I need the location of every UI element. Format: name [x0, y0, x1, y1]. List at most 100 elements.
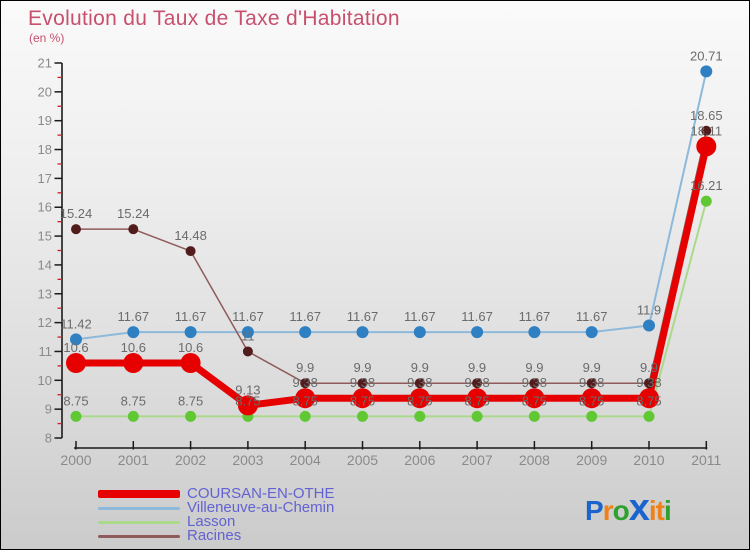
data-point-label: 11.67 — [175, 309, 207, 324]
series-line — [75, 130, 708, 384]
data-point-label: 9.9 — [411, 360, 429, 375]
data-point — [700, 65, 713, 78]
y-axis-tick-label: 20 — [38, 84, 52, 99]
data-point — [643, 319, 655, 332]
data-point-label: 11.67 — [519, 309, 551, 324]
data-point — [127, 326, 140, 339]
data-point-label: 10.6 — [121, 340, 146, 355]
data-point — [70, 333, 82, 346]
data-point-label: 11.67 — [118, 309, 150, 324]
y-axis-tick-label: 9 — [45, 402, 52, 417]
logo-letter: i — [663, 495, 672, 526]
data-point-label: 9.38 — [636, 375, 661, 390]
y-axis-tick-label: 19 — [38, 113, 52, 128]
data-point-label: 11.67 — [347, 309, 379, 324]
data-point — [237, 395, 258, 416]
data-point — [70, 410, 82, 422]
data-point-label: 11.67 — [404, 309, 436, 324]
data-point — [586, 378, 597, 389]
logo-letter: i — [648, 495, 657, 526]
y-axis-tick-label: 15 — [38, 229, 52, 244]
logo-letter: t — [655, 495, 665, 526]
data-point — [528, 410, 540, 422]
data-point-label: 11 — [241, 328, 255, 343]
series-line — [75, 70, 708, 341]
data-point — [528, 326, 541, 339]
data-point-label: 9.9 — [296, 360, 314, 375]
y-axis-tick-label: 8 — [45, 431, 52, 446]
data-point — [643, 410, 655, 422]
data-point-label: 9.9 — [640, 360, 658, 375]
data-point-label: 10.6 — [63, 340, 88, 355]
y-axis-tick-label: 10 — [38, 373, 52, 388]
chart-plot-area: 8 9 10 11 12 13 14 15 16 17 18 19 20 21 2000 2001 2002 20… — [38, 48, 723, 468]
x-axis-tick-label: 2000 — [60, 452, 91, 468]
data-point-label: 14.48 — [174, 228, 207, 243]
data-point-label: 11.67 — [576, 309, 608, 324]
data-point-label: 9.13 — [235, 382, 260, 397]
data-point — [357, 378, 368, 389]
x-axis-tick-label: 2002 — [175, 452, 206, 468]
x-axis-tick-label: 2007 — [462, 452, 493, 468]
x-axis-tick-label: 2008 — [519, 452, 550, 468]
data-point — [696, 136, 717, 157]
y-axis-tick-label: 18 — [38, 142, 52, 157]
data-point-label: 9.9 — [525, 360, 543, 375]
y-axis-tick-label: 12 — [38, 315, 52, 330]
data-point — [467, 388, 488, 409]
legend-label: COURSAN-EN-OTHE — [187, 485, 335, 502]
legend-swatch — [98, 534, 180, 538]
data-point — [524, 388, 545, 409]
data-point-label: 18.11 — [691, 123, 723, 138]
data-point-label: 11.42 — [60, 316, 92, 331]
data-point-label: 9.38 — [407, 375, 432, 390]
data-point — [241, 326, 254, 339]
x-axis-tick-label: 2003 — [232, 452, 263, 468]
series-line — [75, 200, 708, 418]
y-axis-tick-label: 14 — [38, 257, 52, 272]
data-point — [184, 326, 197, 339]
x-axis-tick-label: 2004 — [290, 452, 321, 468]
page-subtitle: (en %) — [29, 31, 65, 45]
legend-swatch — [98, 506, 180, 510]
data-point — [644, 378, 654, 389]
data-point-label: 18.65 — [690, 108, 723, 123]
data-point — [529, 378, 540, 389]
data-point — [300, 378, 311, 389]
page-title: Evolution du Taux de Taxe d'Habitation — [28, 7, 400, 30]
data-point — [180, 353, 201, 373]
y-axis-tick-label: 17 — [38, 171, 52, 186]
legend-item: Villeneuve-au-Chemin — [98, 500, 335, 515]
data-point — [352, 388, 373, 409]
legend-swatch — [98, 520, 180, 524]
data-point — [472, 378, 483, 389]
series-line — [72, 142, 710, 409]
data-point — [414, 378, 425, 389]
data-point-label: 11.9 — [637, 303, 661, 318]
data-point — [701, 125, 712, 136]
data-point — [471, 326, 484, 339]
data-point — [123, 353, 144, 373]
data-point-label: 9.38 — [350, 375, 375, 390]
data-point-label: 9.38 — [579, 375, 604, 390]
data-point-label: 8.75 — [636, 393, 661, 408]
data-point-label: 9.38 — [293, 375, 318, 390]
data-point-label: 8.75 — [63, 393, 88, 408]
data-point — [242, 346, 253, 357]
data-point — [185, 410, 197, 422]
x-axis-tick-label: 2009 — [576, 452, 607, 468]
data-point-label: 9.9 — [353, 360, 371, 375]
data-point-label: 20.71 — [690, 48, 723, 63]
data-point — [185, 246, 196, 257]
data-point — [586, 410, 598, 422]
data-point — [581, 388, 602, 409]
legend-label: Racines — [187, 527, 242, 544]
data-point-label: 11.67 — [289, 309, 321, 324]
y-axis-tick-label: 21 — [38, 56, 52, 71]
data-point-label: 15.24 — [60, 206, 93, 221]
legend: COURSAN-EN-OTHE Villeneuve-au-Chemin Lasso… — [98, 485, 335, 544]
data-point-label: 16.21 — [690, 178, 723, 193]
data-point-label: 11.67 — [461, 309, 493, 324]
